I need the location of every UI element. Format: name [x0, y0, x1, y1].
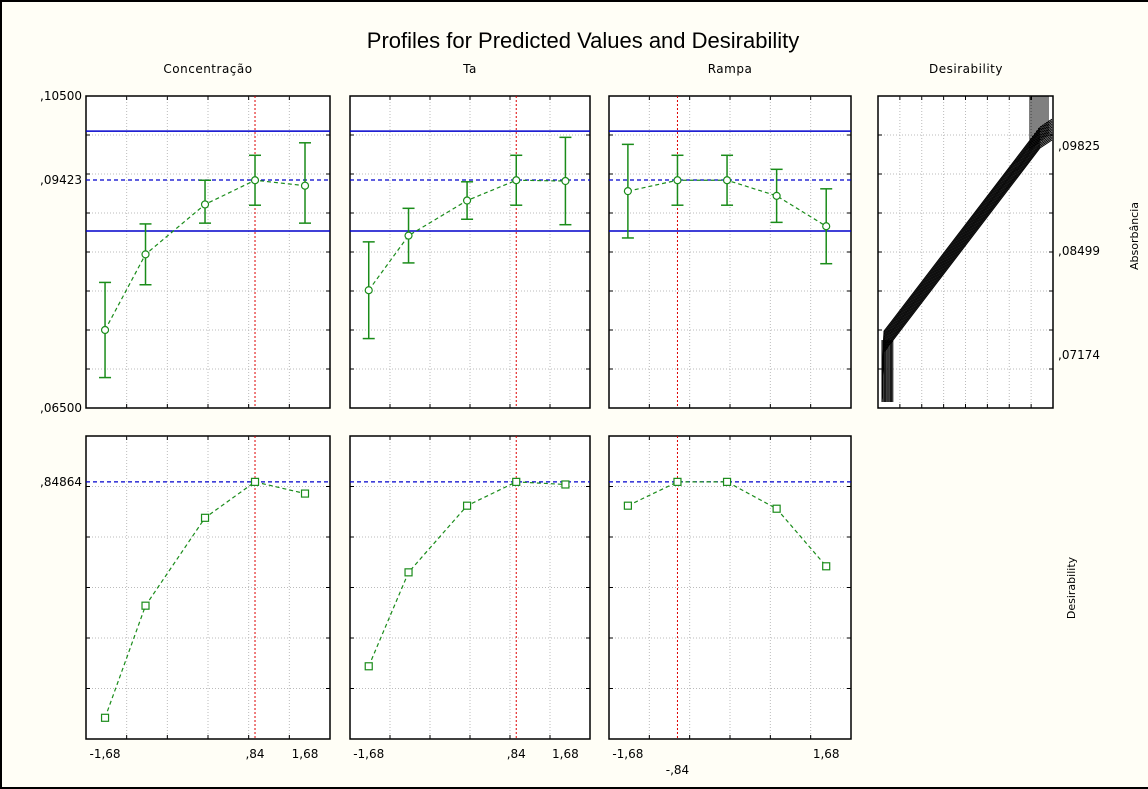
response-panel-2-data-point [623, 187, 632, 196]
desirability-panel-1-data-point [512, 477, 521, 486]
desirability-profile-y-tick-label: ,09825 [1058, 139, 1100, 153]
desirability-panel-1-x-tick-label: -1,68 [353, 747, 384, 761]
desirability-panel-1-data-point [364, 662, 373, 671]
desirability-panel-0-data-point [100, 713, 110, 722]
response-panel-1-data-point [512, 176, 521, 185]
desirability-panel-2-x-tick-label: -1,68 [612, 747, 643, 761]
desirability-panel-2-series-line [627, 481, 827, 567]
column-title-0: Concentração [163, 62, 252, 76]
desirability-panel-0-x-tick-label: ,84 [245, 747, 264, 761]
response-panel-0-data-point [200, 200, 210, 209]
desirability-panel-0-data-point [200, 513, 210, 522]
desirability-panel-0-data-point [141, 601, 150, 610]
response-panel-0-data-point [141, 250, 150, 259]
desirability-panel-2-data-point [722, 477, 732, 486]
desirability-panel-0-data-point [300, 489, 310, 498]
response-panel-2-data-point [772, 191, 781, 200]
desirability-panel-1-x-tick-label: 1,68 [552, 747, 579, 761]
response-panel-2-data-point [822, 222, 831, 231]
response-y-tick-label: ,09423 [40, 173, 82, 187]
response-y-tick-label: ,06500 [40, 401, 82, 415]
desirability-panel-1-data-point [561, 480, 570, 489]
desirability-panel-1-data-point [404, 568, 413, 577]
response-y-tick-label: ,10500 [40, 89, 82, 103]
desirability-panel-0-x-tick-label: 1,68 [292, 747, 319, 761]
response-panel-0-data-point [300, 181, 310, 190]
response-panel-1-data-point [364, 286, 373, 295]
response-panel-2-data-point [722, 176, 732, 185]
response-panel-1-data-point [404, 231, 413, 240]
chart-title: Profiles for Predicted Values and Desira… [367, 28, 799, 53]
desirability-panel-0-x-tick-label: -1,68 [90, 747, 121, 761]
desirability-panel-2-data-point [623, 501, 632, 510]
desirability-panel-1-x-tick-label: ,84 [507, 747, 526, 761]
response-panel-1-data-point [462, 196, 472, 205]
desirability-panel-2-x-tick-label: 1,68 [813, 747, 840, 761]
column-title-desirability: Desirability [929, 62, 1003, 76]
response-panel-0-data-point [100, 325, 110, 335]
desirability-profile-y-tick-label: ,07174 [1058, 348, 1100, 362]
response-y-axis-label: Absorbância [1128, 202, 1141, 270]
desirability-panel-0-data-point [250, 477, 260, 486]
column-title-2: Rampa [708, 62, 753, 76]
response-panel-0-data-point [250, 176, 260, 185]
response-panel-2-data-point [673, 176, 682, 185]
column-title-1: Ta [462, 62, 477, 76]
desirability-panel-2-data-point [772, 504, 781, 513]
desirability-panel-2-data-point [673, 477, 682, 486]
desirability-panel-2-x-tick-label: -,84 [666, 763, 689, 777]
desirability-profile-y-tick-label: ,08499 [1058, 244, 1100, 258]
desirability-panel-2-data-point [822, 562, 831, 571]
desirability-y-axis-label: Desirability [1065, 556, 1078, 619]
desirability-y-tick-label: ,84864 [40, 475, 82, 489]
response-panel-1-data-point [561, 176, 570, 186]
desirability-panel-1-data-point [462, 501, 472, 510]
